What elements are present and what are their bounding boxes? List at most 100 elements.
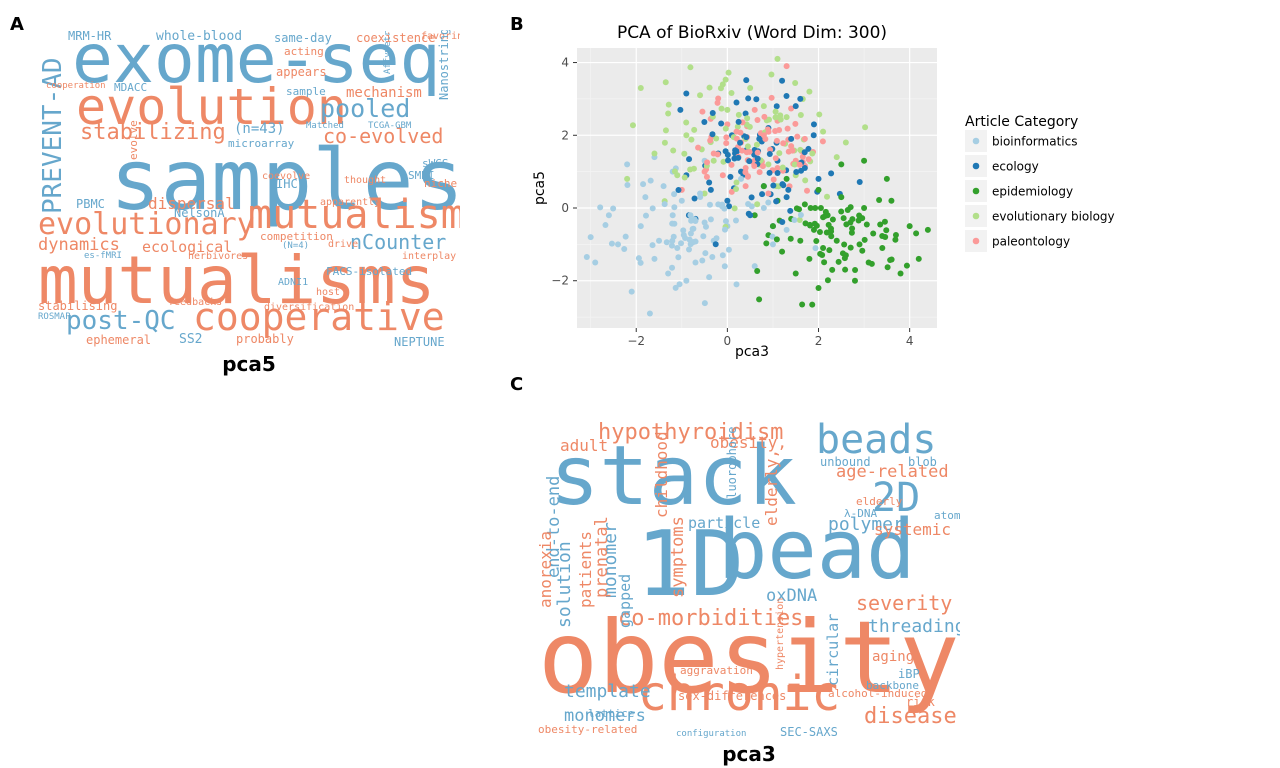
data-point-paleontology [819, 138, 826, 145]
data-point-paleontology [695, 144, 702, 151]
data-point-evolutionary-biology [772, 108, 779, 115]
data-point-bioinformatics [672, 284, 679, 291]
word-cloud-pca3-word: elderly, [762, 448, 781, 526]
data-point-ecology [810, 132, 817, 139]
data-point-bioinformatics [697, 193, 704, 200]
data-point-epidemiology [815, 285, 822, 291]
word-cloud-pca5-word: SS2 [179, 332, 203, 347]
data-point-ecology [707, 186, 714, 193]
data-point-epidemiology [881, 218, 888, 225]
data-point-paleontology [780, 140, 787, 147]
data-point-bioinformatics [760, 205, 767, 211]
word-cloud-pca3-word: elderly [856, 495, 903, 508]
data-point-paleontology [759, 163, 766, 170]
data-point-ecology [725, 157, 732, 164]
x-tick-label: −2 [627, 334, 645, 348]
word-cloud-pca3-word: solution [554, 541, 575, 628]
word-cloud-pca5-word: PBMC [76, 197, 105, 211]
word-cloud-pca3-word: monomers [564, 706, 646, 726]
data-point-evolutionary-biology [724, 106, 731, 113]
data-point-bioinformatics [682, 235, 689, 242]
data-point-epidemiology [897, 270, 904, 277]
word-cloud-pca3-word: adult [560, 436, 609, 455]
word-cloud-pca5-word: ROSMAP [38, 312, 71, 322]
data-point-bioinformatics [769, 241, 776, 248]
data-point-bioinformatics [637, 223, 644, 230]
data-point-ecology [753, 96, 760, 103]
data-point-paleontology [728, 188, 735, 195]
data-point-ecology [709, 131, 716, 138]
legend-key-paleontology [972, 237, 980, 245]
word-cloud-pca5-word: evolutionary [38, 207, 255, 242]
word-cloud-pca5-word: ecological [142, 238, 233, 256]
data-point-ecology [712, 241, 719, 248]
data-point-bioinformatics [640, 181, 647, 188]
data-point-paleontology [789, 147, 796, 154]
data-point-bioinformatics [660, 183, 667, 190]
data-point-ecology [675, 187, 682, 194]
data-point-epidemiology [924, 226, 931, 233]
data-point-evolutionary-biology [760, 103, 767, 110]
data-point-epidemiology [877, 221, 884, 228]
data-point-ecology [810, 121, 817, 128]
legend-key-bioinformatics [972, 137, 980, 145]
data-point-paleontology [770, 176, 777, 183]
data-point-evolutionary-biology [624, 175, 631, 182]
data-point-ecology [742, 110, 749, 117]
word-cloud-pca5-word: acting [284, 45, 324, 58]
word-cloud-pca3-word: disease [864, 704, 957, 729]
data-point-evolutionary-biology [765, 116, 772, 123]
data-point-epidemiology [838, 161, 845, 168]
word-cloud-pca5-word: SMRI [408, 169, 435, 182]
data-point-evolutionary-biology [744, 143, 751, 150]
data-point-epidemiology [839, 250, 846, 257]
data-point-evolutionary-biology [629, 122, 636, 129]
data-point-ecology [792, 103, 799, 110]
data-point-ecology [738, 168, 745, 175]
word-cloud-pca5-word: nCounter [350, 230, 447, 254]
word-cloud-pca5-word: mutualism [248, 192, 460, 238]
data-point-epidemiology [906, 223, 913, 230]
data-point-epidemiology [844, 207, 851, 214]
data-point-evolutionary-biology [662, 127, 669, 134]
data-point-epidemiology [815, 186, 822, 193]
data-point-ecology [747, 212, 754, 219]
data-point-evolutionary-biology [725, 69, 732, 76]
data-point-ecology [779, 218, 786, 225]
word-cloud-pca3-word: obesity [538, 599, 960, 716]
data-point-ecology [779, 181, 786, 188]
data-point-epidemiology [892, 236, 899, 243]
word-cloud-pca5-word: microarray [228, 137, 295, 150]
data-point-epidemiology [801, 201, 808, 208]
data-point-bioinformatics [751, 263, 758, 270]
data-point-evolutionary-biology [777, 116, 784, 123]
word-cloud-pca3-word: beads [816, 418, 937, 463]
word-cloud-pca5-word: mechanism [346, 85, 422, 101]
word-cloud-pca5-word: host [316, 287, 341, 298]
data-point-bioinformatics [707, 216, 714, 223]
data-point-epidemiology [847, 244, 854, 251]
data-point-epidemiology [833, 237, 840, 244]
word-cloud-pca5-word: herbivores [188, 251, 249, 262]
word-cloud-pca5-word: NEPTUNE [394, 335, 445, 349]
data-point-epidemiology [843, 221, 850, 228]
data-point-evolutionary-biology [753, 141, 760, 148]
data-point-evolutionary-biology [710, 157, 717, 164]
data-point-paleontology [774, 165, 781, 171]
word-cloud-pca3-word: stack [550, 429, 797, 524]
word-cloud-pca3-word: atoms [934, 509, 960, 522]
data-point-ecology [788, 135, 795, 142]
data-point-ecology [856, 178, 863, 185]
data-point-evolutionary-biology [754, 201, 761, 208]
y-axis-label: pca5 [532, 171, 548, 205]
data-point-evolutionary-biology [718, 105, 725, 112]
data-point-evolutionary-biology [744, 115, 751, 122]
data-point-evolutionary-biology [681, 150, 688, 157]
data-point-epidemiology [870, 230, 877, 237]
data-point-bioinformatics [692, 259, 699, 266]
data-point-paleontology [783, 63, 790, 70]
data-point-paleontology [765, 128, 772, 135]
data-point-paleontology [739, 147, 746, 154]
word-cloud-pca3-word: childhood [652, 431, 671, 518]
data-point-ecology [683, 90, 690, 97]
